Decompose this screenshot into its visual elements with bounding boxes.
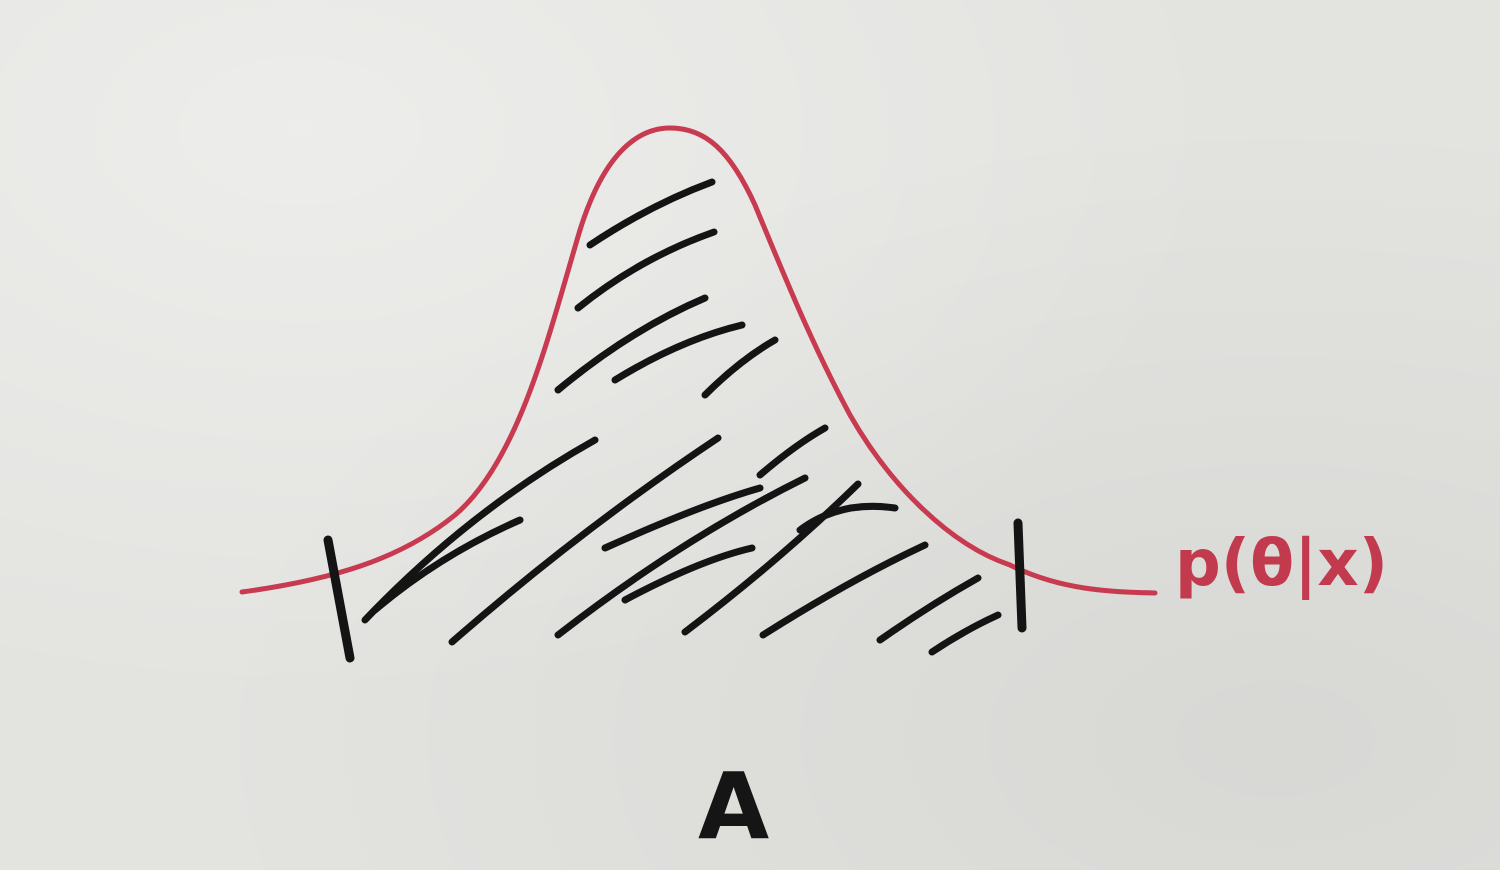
- region-label: A: [698, 753, 769, 860]
- interval-right-tick: [1013, 518, 1027, 633]
- shaded-region-hatching: [361, 178, 1002, 656]
- interval-left-tick: [323, 535, 355, 663]
- posterior-label: p(θ|x): [1175, 527, 1388, 601]
- posterior-density-curve: [239, 125, 1158, 596]
